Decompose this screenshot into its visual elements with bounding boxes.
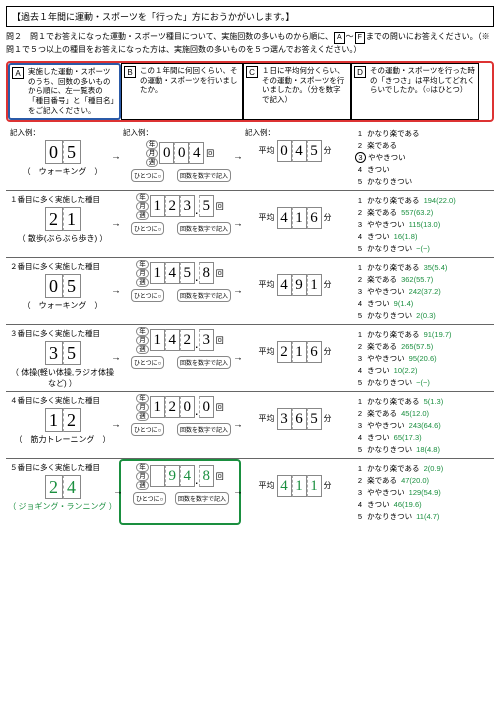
- data-row-1: １番目に多く実施した種目21（ 散歩(ぶらぶら歩き) ）→年月週123.5回ひと…: [6, 190, 494, 257]
- data-row-3: ３番目に多く実施した種目35（ 体操(軽い体操,ラジオ体操など) ）→年月週14…: [6, 324, 494, 391]
- title-bar: 【過去１年間に運動・スポーツを「行った」方におうかがいします。】: [6, 6, 494, 27]
- intensity-options: 1 かなり楽である 194(22.0)2 楽である 557(63.2)3 ややき…: [351, 193, 475, 255]
- intensity-options: 1 かなり楽である 5(1.3)2 楽である 45(12.0)3 ややきつい 2…: [351, 394, 475, 456]
- data-row-2: ２番目に多く実施した種目05（ ウォーキング ）→年月週145.8回ひとつに○回…: [6, 257, 494, 324]
- column-headers: A実施した運動・スポーツのうち、回数の多いものから順に、左一覧表の「種目番号」と…: [6, 61, 494, 122]
- intensity-options: 1 かなり楽である 35(5.4)2 楽である 362(55.7)3 ややきつい…: [351, 260, 475, 322]
- question-2: 問２ 問１でお答えになった運動・スポーツ種目について、実施回数の多いものから順に…: [6, 31, 494, 55]
- example-row: 記入例：05（ ウォーキング ）→記入例：年月週004回ひとつに○回数を数字で記…: [6, 124, 494, 190]
- data-row-5: ５番目に多く実施した種目24（ ジョギング・ランニング ）→年月週94.8回ひと…: [6, 458, 494, 525]
- intensity-options: 1 かなり楽である 91(19.7)2 楽である 265(57.5)3 ややきつ…: [351, 327, 475, 389]
- intensity-options: 1 かなり楽である 2(0.9)2 楽である 47(20.0)3 ややきつい 1…: [351, 461, 475, 523]
- data-row-4: ４番目に多く実施した種目12（ 筋力トレーニング ）→年月週120.0回ひとつに…: [6, 391, 494, 458]
- intensity-options: 1 かなり楽である2 楽である3 ややきつい4 きつい5 かなりきつい: [351, 126, 475, 188]
